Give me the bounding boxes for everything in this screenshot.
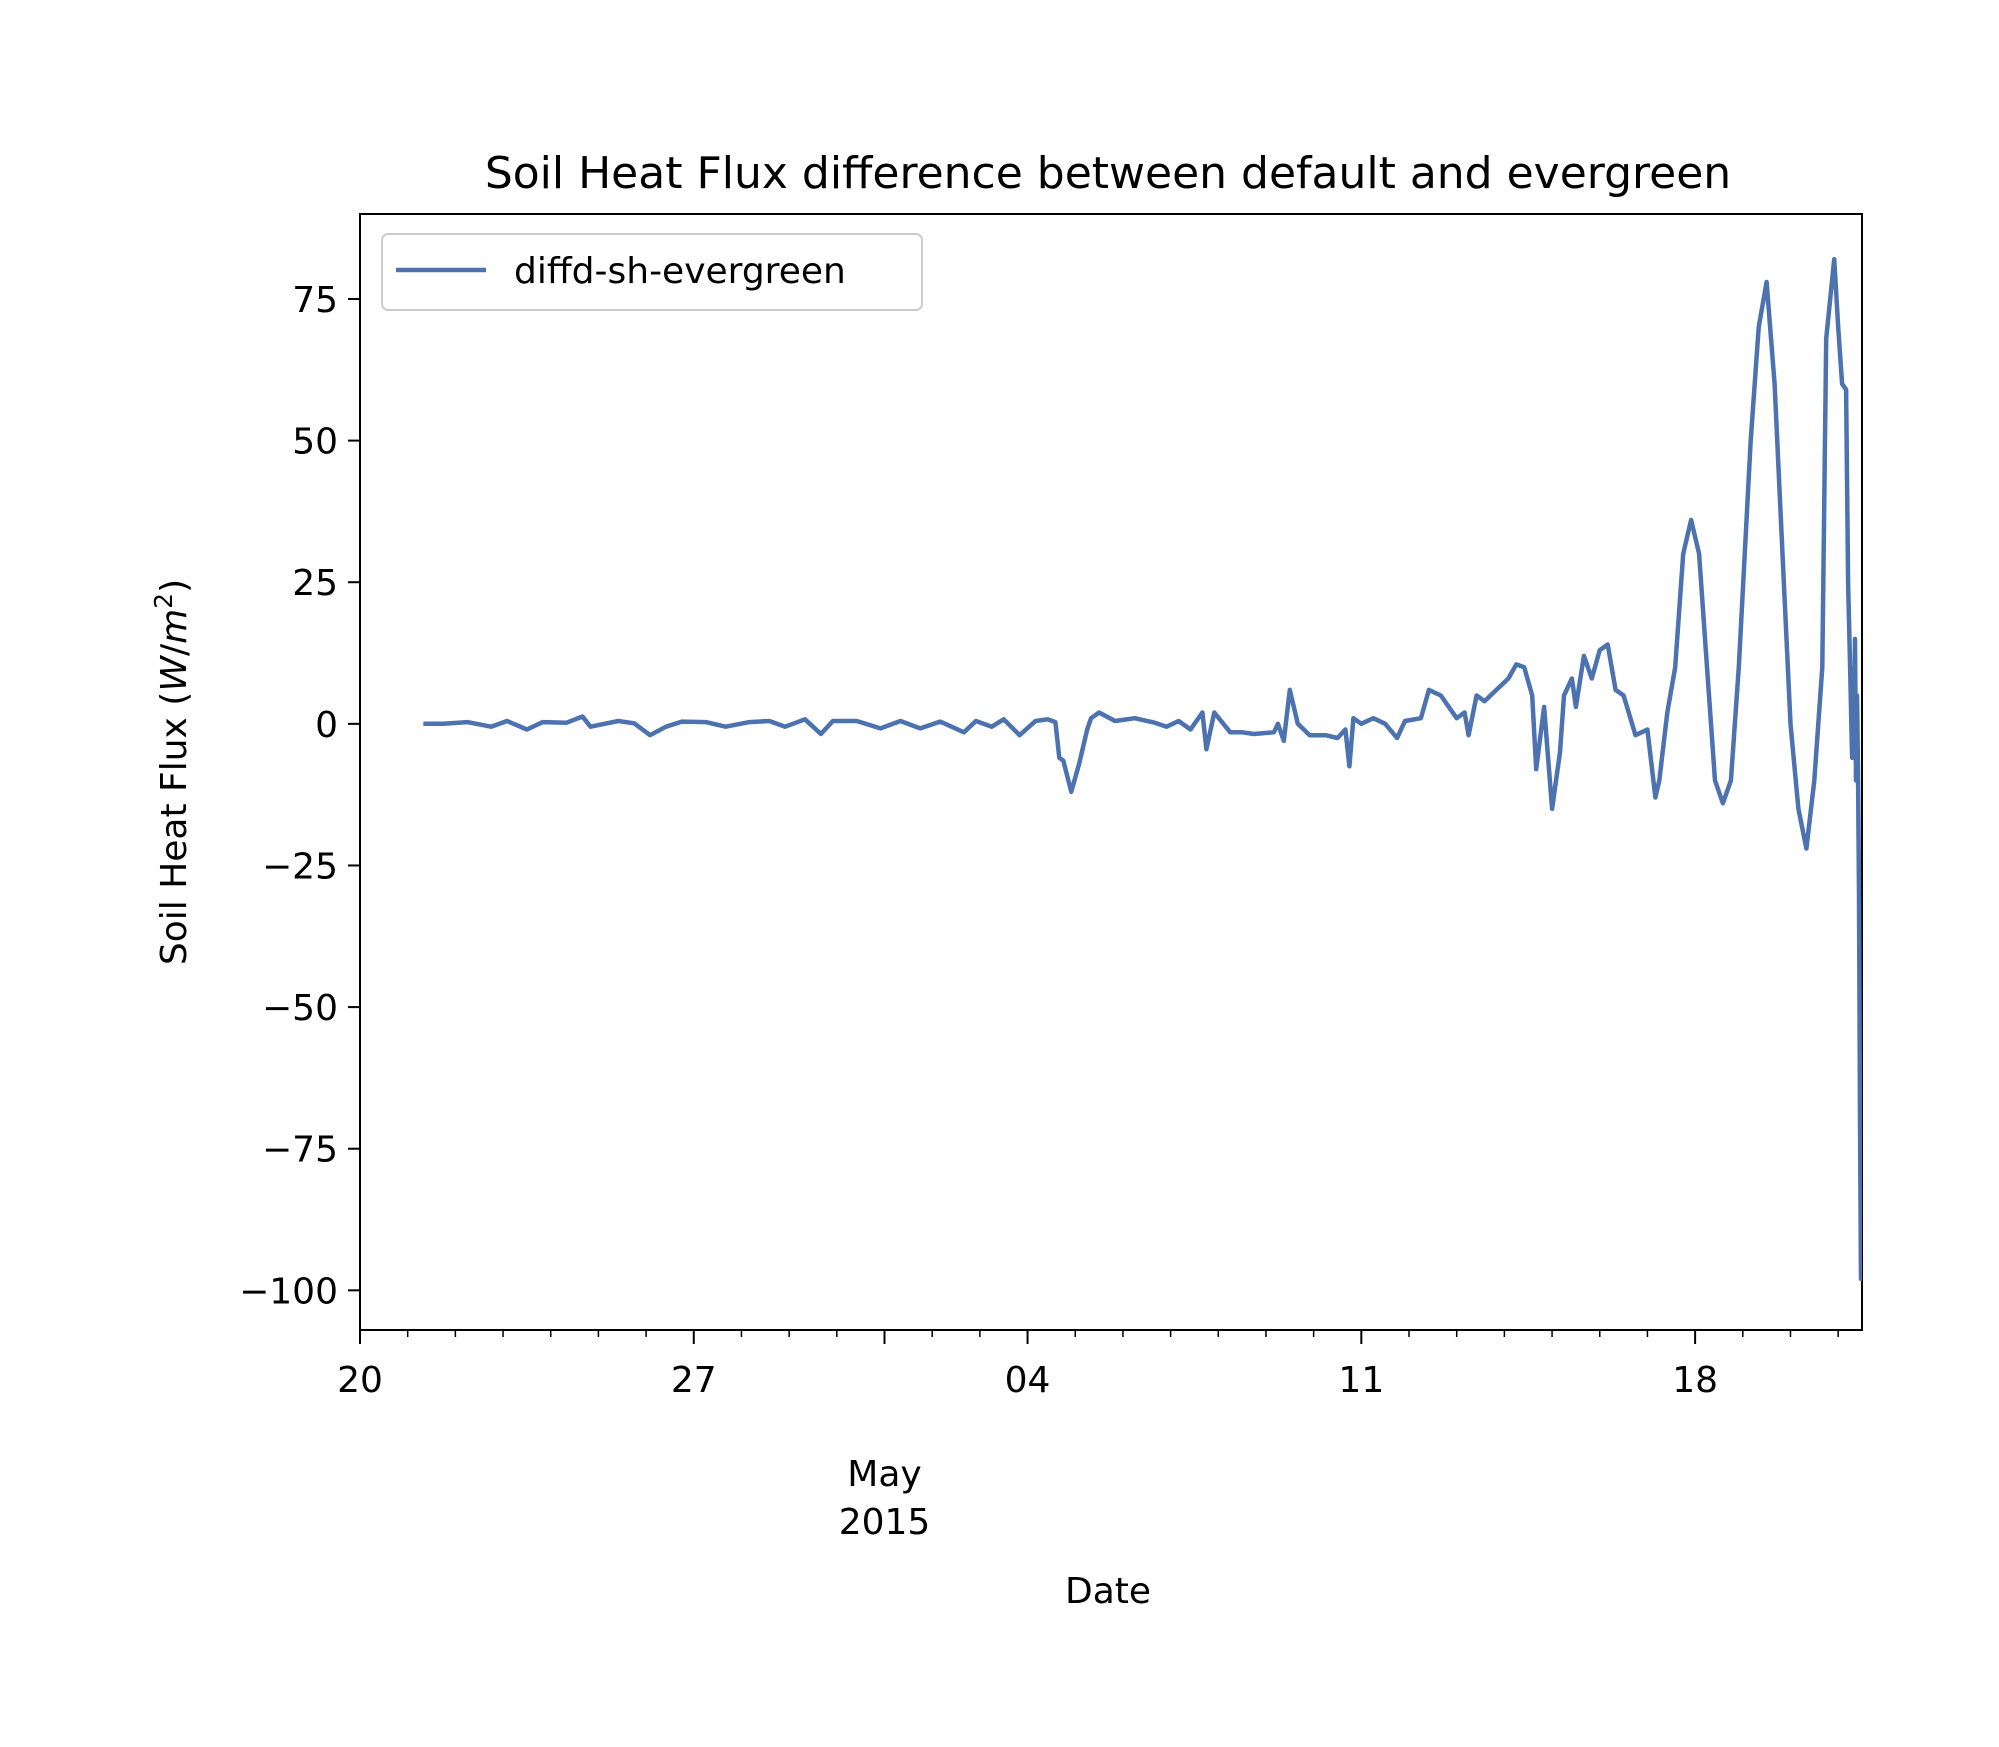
- x-tick-label: 04: [1005, 1360, 1051, 1401]
- y-tick-label: 0: [315, 705, 338, 746]
- x-axis-label: Date: [1065, 1571, 1151, 1612]
- legend-frame: [381, 233, 923, 311]
- legend: diffd-sh-evergreen: [381, 233, 923, 311]
- y-tick-label: −100: [239, 1271, 338, 1312]
- legend-label: diffd-sh-evergreen: [514, 251, 846, 292]
- y-axis-label: Soil Heat Flux (W/m2): [149, 579, 196, 965]
- y-tick-label: −75: [262, 1130, 338, 1171]
- x-tick-label: 20: [337, 1360, 383, 1401]
- y-tick-label: 75: [292, 280, 338, 321]
- x-tick-label: 11: [1338, 1360, 1384, 1401]
- y-tick-label: 50: [292, 422, 338, 463]
- y-tick-label: −50: [262, 988, 338, 1029]
- x-tick-label: 27: [671, 1360, 717, 1401]
- plot-area-border: [359, 213, 1863, 1331]
- y-axis-ticks: 75 50 25 0 −25 −50 −75 −100: [239, 280, 360, 1312]
- axes-frame: [359, 213, 1863, 1331]
- y-tick-label: 25: [292, 563, 338, 604]
- series-group: [423, 257, 1862, 1282]
- chart-title: Soil Heat Flux difference between defaul…: [485, 148, 1731, 199]
- x-axis-ticks: 20 27 04 11 18: [337, 1330, 1839, 1401]
- x-year-label: 2015: [839, 1502, 931, 1543]
- series-line: [423, 257, 1862, 1282]
- y-tick-label: −25: [262, 846, 338, 887]
- x-tick-label: 18: [1672, 1360, 1718, 1401]
- x-month-label: May: [847, 1454, 921, 1495]
